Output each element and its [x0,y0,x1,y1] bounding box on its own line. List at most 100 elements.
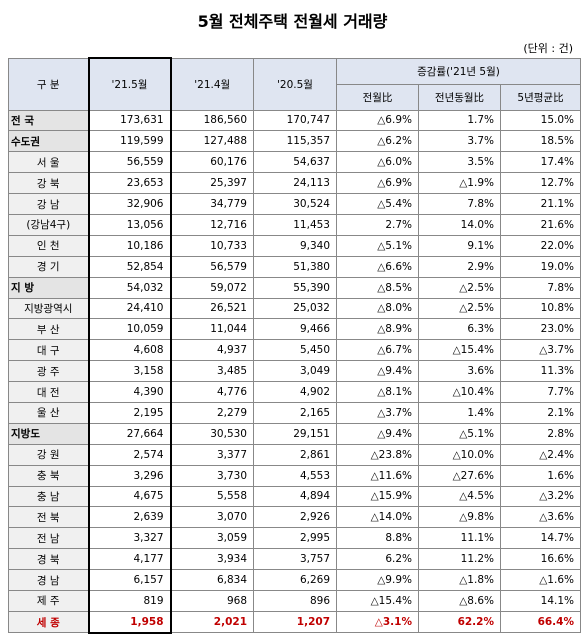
row-label: 전 북 [8,506,89,529]
cell: 5,450 [253,339,337,362]
cell: 9,340 [253,234,337,257]
cell: 30,524 [253,193,337,215]
cell: 2,639 [87,506,172,529]
cell: 127,488 [170,130,254,153]
row-label: 세 종 [8,610,89,634]
cell: △8.6% [418,589,501,612]
cell: 23.0% [500,318,581,341]
cell: 6,834 [170,569,254,591]
row-label: 대 구 [8,339,89,362]
cell: 11.1% [418,527,501,550]
cell: 7.8% [500,276,581,299]
row-label: 대 전 [8,381,89,403]
cell: 3,485 [170,360,254,383]
cell: 119,599 [87,130,172,153]
cell: △3.7% [500,339,581,362]
cell: 3,070 [170,506,254,529]
cell: 3,059 [170,527,254,550]
cell: 27,664 [87,422,172,445]
cell: 4,675 [87,485,172,508]
cell: 24,113 [253,172,337,195]
cell: 6.3% [418,318,501,341]
cell: 4,608 [87,339,172,362]
cell: 5,558 [170,485,254,508]
table-row: 지 방 54,032 59,072 55,390 △8.5% △2.5% 7.8% [8,276,581,299]
cell: 186,560 [170,109,254,132]
table-row: 강 남 32,906 34,779 30,524 △5.4% 7.8% 21.1% [8,193,581,215]
cell: 25,032 [253,297,337,320]
cell: 13,056 [87,213,172,236]
cell: 3,296 [87,464,172,487]
cell: 17.4% [500,151,581,174]
cell: △9.9% [336,569,419,591]
cell: 1,207 [253,610,337,634]
header-cell: 5년평균比 [500,83,581,111]
row-label: 울 산 [8,401,89,424]
cell: 18.5% [500,130,581,153]
cell: △6.9% [336,109,419,132]
cell: 12.7% [500,172,581,195]
cell: △15.4% [336,589,419,612]
cell: 2,279 [170,401,254,424]
cell: 2,165 [253,401,337,424]
cell: 4,553 [253,464,337,487]
table-row: 전 국 173,631 186,560 170,747 △6.9% 1.7% 15.0% [8,109,581,132]
cell: △9.8% [418,506,501,529]
cell: △3.2% [500,485,581,508]
cell: 2,195 [87,401,172,424]
cell: 11,453 [253,213,337,236]
table-row: 전 북 2,639 3,070 2,926 △14.0% △9.8% △3.6% [8,506,581,529]
cell: 59,072 [170,276,254,299]
table-row: 경 북 4,177 3,934 3,757 6.2% 11.2% 16.6% [8,548,581,571]
table-row: 부 산 10,059 11,044 9,466 △8.9% 6.3% 23.0% [8,318,581,341]
cell: 60,176 [170,151,254,174]
cell: 10,186 [87,234,172,257]
cell: 7.7% [500,381,581,403]
cell: △9.4% [336,422,419,445]
cell: △10.0% [418,443,501,466]
cell: 56,559 [87,151,172,174]
cell: △23.8% [336,443,419,466]
cell: 7.8% [418,193,501,215]
row-label: 강 원 [8,443,89,466]
cell: 170,747 [253,109,337,132]
cell: 6,269 [253,569,337,591]
row-label: 경 기 [8,255,89,278]
cell: 1.6% [500,464,581,487]
cell: 3.7% [418,130,501,153]
cell: 10,733 [170,234,254,257]
cell: 25,397 [170,172,254,195]
header-cell: '21.4월 [170,57,254,111]
table-row: 충 남 4,675 5,558 4,894 △15.9% △4.5% △3.2% [8,485,581,508]
table-row: 충 북 3,296 3,730 4,553 △11.6% △27.6% 1.6% [8,464,581,487]
cell: 3.6% [418,360,501,383]
cell: 3,049 [253,360,337,383]
row-label: (강남4구) [8,213,89,236]
cell: △6.9% [336,172,419,195]
table-row: 전 남 3,327 3,059 2,995 8.8% 11.1% 14.7% [8,527,581,550]
cell: △1.8% [418,569,501,591]
row-label: 경 북 [8,548,89,571]
table-body: 전 국 173,631 186,560 170,747 △6.9% 1.7% 15.0% 수도… [8,109,581,634]
cell: 4,390 [87,381,172,403]
table-row: (강남4구) 13,056 12,716 11,453 2.7% 14.0% 21.6% [8,213,581,236]
cell: 9.1% [418,234,501,257]
unit: (단위 : 건) [523,42,573,55]
cell: 14.7% [500,527,581,550]
cell: △3.6% [500,506,581,529]
cell: 54,637 [253,151,337,174]
table-row: 세 종 1,958 2,021 1,207 △3.1% 62.2% 66.4% [8,610,581,634]
cell: 4,902 [253,381,337,403]
cell: 2,995 [253,527,337,550]
cell: 14.1% [500,589,581,612]
cell: 66.4% [500,610,581,634]
cell: △11.6% [336,464,419,487]
cell: 21.6% [500,213,581,236]
table-row: 광 주 3,158 3,485 3,049 △9.4% 3.6% 11.3% [8,360,581,383]
header-cell: 전월比 [336,83,419,111]
cell: 26,521 [170,297,254,320]
cell: 30,530 [170,422,254,445]
cell: 9,466 [253,318,337,341]
cell: △5.1% [336,234,419,257]
cell: 29,151 [253,422,337,445]
